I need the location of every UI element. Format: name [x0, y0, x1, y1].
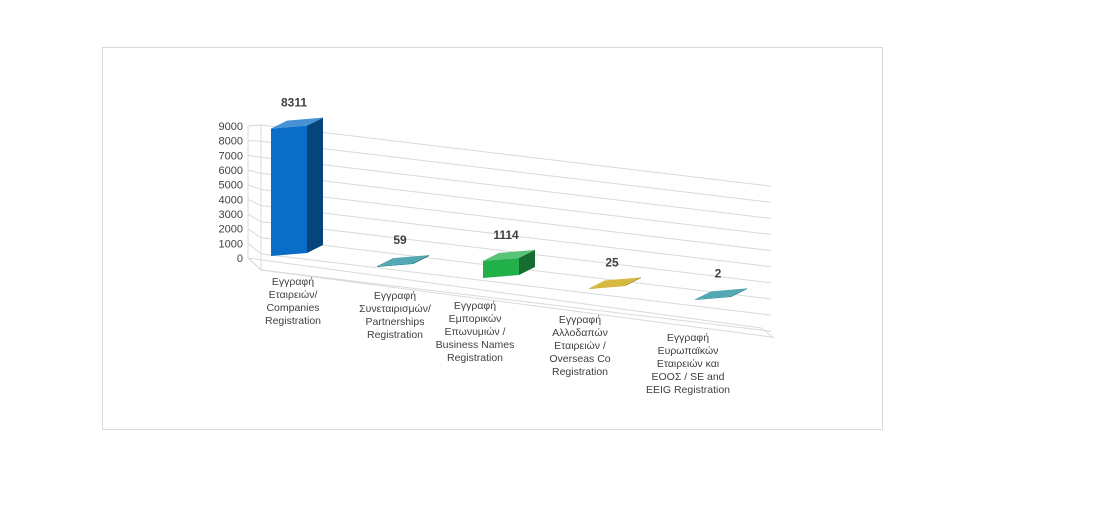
category-label-line: Εταιρειών και	[656, 358, 720, 370]
category-label-line: Εγγραφή	[558, 314, 602, 326]
bar-2-side	[413, 255, 429, 264]
bar-5-top	[695, 288, 747, 300]
bar-5	[695, 296, 731, 300]
category-label-line: Overseas Co	[549, 353, 611, 365]
category-label-line: Εταιρειών /	[554, 340, 606, 352]
bar-4-side	[625, 277, 641, 286]
y-tick-label: 0	[237, 253, 243, 265]
gridline	[260, 269, 772, 332]
category-label-line: EEIG Registration	[645, 384, 731, 396]
y-tick-label: 2000	[219, 224, 243, 236]
category-label: Εγγραφή Ευρωπαϊκών Εταιρειών και ΕΟΟΣ / SE …	[628, 332, 748, 397]
category-label-line: Registration	[551, 366, 609, 378]
category-label-line: Αλλοδαπών	[552, 327, 608, 339]
y-tick-label: 9000	[219, 121, 243, 133]
category-label-line: Εγγραφή	[271, 276, 315, 288]
category-label-line: Registration	[264, 315, 322, 327]
gridline	[260, 172, 772, 236]
category-label: Εγγραφή Συνεταιρισμών/Partnerships Registr…	[335, 290, 455, 342]
category-label-line: Business Names	[435, 339, 515, 351]
category-label-line: Registration	[366, 329, 424, 341]
gridline-side	[247, 184, 262, 190]
category-label: Εγγραφή Εμπορικών Επωνυμιών / Business Name…	[415, 300, 535, 365]
data-label: 1114	[493, 228, 519, 242]
category-label-line: Εταιρειών/	[268, 289, 318, 301]
category-label-line: Εγγραφή	[453, 300, 497, 312]
data-label: 25	[605, 255, 619, 269]
y-tick-label: 8000	[219, 136, 243, 148]
category-label: Εγγραφή Εταιρειών/Companies Registration	[233, 276, 353, 328]
category-label-line: Συνεταιρισμών/	[359, 303, 431, 315]
category-label-line: ΕΟΟΣ / SE and	[651, 371, 725, 383]
gridline-side	[247, 242, 262, 255]
bar-2	[377, 263, 413, 267]
y-tick-label: 1000	[219, 238, 243, 250]
data-label: 8311	[281, 96, 307, 110]
data-label: 59	[393, 233, 407, 247]
y-tick-label: 4000	[219, 194, 243, 206]
bar-5-side	[731, 288, 747, 297]
floor	[246, 257, 775, 338]
bar-4	[589, 285, 625, 289]
data-label: 2	[715, 266, 722, 280]
gridline-side	[247, 124, 262, 127]
category-label: Εγγραφή Αλλοδαπών Εταιρειών / Overseas Co Re…	[520, 314, 640, 379]
chart-area: 0 1000 2000 3000 4000 5000 6000 7000 8000 9000 831…	[102, 47, 883, 430]
gridline	[260, 156, 772, 219]
chart-plot: 0 1000 2000 3000 4000 5000 6000 7000 8000 9000 831…	[219, 96, 775, 338]
category-label-line: Εμπορικών	[448, 313, 502, 325]
category-label-line: Επωνυμιών /	[444, 326, 506, 338]
gridline-side	[247, 198, 262, 207]
bar-1	[271, 125, 307, 256]
y-tick-label: 7000	[219, 150, 243, 162]
bar-3-side	[519, 249, 535, 275]
y-tick-label: 5000	[219, 180, 243, 192]
bar-1-top	[271, 117, 323, 129]
gridline	[260, 188, 772, 252]
y-tick-label: 6000	[219, 165, 243, 177]
gridline	[260, 205, 772, 268]
y-tick-label: 3000	[219, 209, 243, 221]
bar-3	[483, 257, 519, 278]
category-label-line: Companies	[266, 302, 320, 314]
category-label-line: Εγγραφή	[666, 332, 710, 344]
bar-3-top	[483, 249, 535, 261]
category-label-line: Registration	[446, 352, 504, 364]
gridline-side	[247, 169, 262, 174]
category-label-line: Ευρωπαϊκών	[657, 345, 719, 357]
gridline-side	[247, 213, 262, 223]
gridline	[260, 253, 772, 316]
bar-1-side	[307, 117, 323, 253]
gridline	[260, 140, 772, 203]
bar-4-top	[589, 277, 641, 289]
category-label-line: Εγγραφή	[373, 290, 417, 302]
gridline	[260, 124, 772, 187]
category-label-line: Partnerships	[365, 316, 425, 328]
gridline-side	[247, 154, 262, 158]
gridline-side	[247, 228, 262, 239]
bar-2-top	[377, 255, 429, 267]
